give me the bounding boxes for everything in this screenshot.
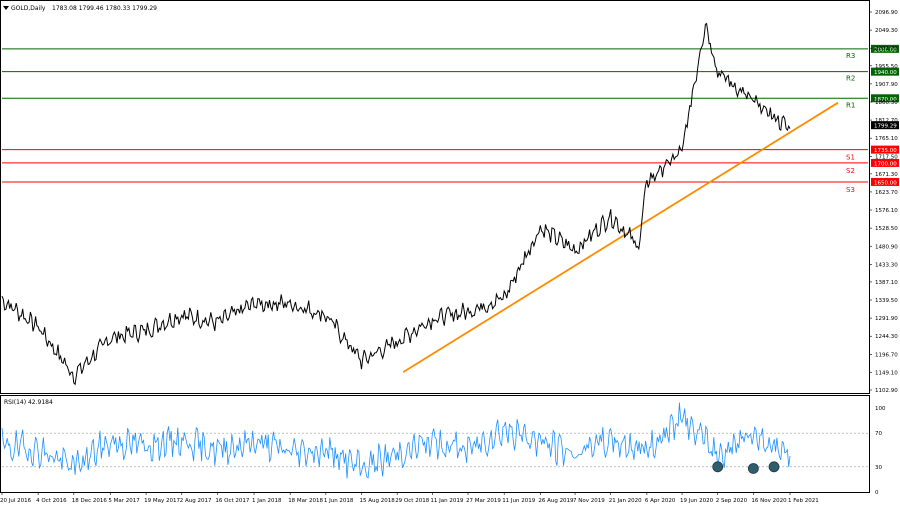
rsi-tick-label: 0	[875, 490, 879, 496]
y-tick-label: 1196.70	[875, 352, 898, 358]
x-tick-label: 6 Apr 2020	[645, 498, 676, 504]
level-label-r1: R1	[846, 101, 855, 109]
y-tick-label: 1576.10	[875, 208, 898, 214]
x-tick-label: 26 Aug 2019	[538, 498, 574, 504]
y-tick-label: 1860.30	[875, 100, 898, 106]
level-price-tag-s1: 1735.00	[874, 148, 897, 154]
level-price-tag-r3: 2000.00	[874, 47, 897, 53]
x-tick-label: 11 Jun 2019	[502, 498, 536, 504]
x-tick-label: 2 Sep 2020	[716, 498, 748, 504]
y-tick-label: 1244.30	[875, 334, 898, 340]
level-label-s2: S2	[846, 167, 855, 175]
x-tick-label: 16 Oct 2017	[215, 498, 250, 504]
level-price-tag-bg	[871, 145, 899, 154]
rsi-marker	[747, 463, 759, 474]
level-price-tag-bg	[871, 177, 899, 186]
x-tick-label: 11 Jan 2019	[430, 498, 463, 504]
y-tick-label: 1812.70	[875, 118, 898, 124]
level-label-s3: S3	[846, 186, 855, 194]
level-label-r2: R2	[846, 75, 855, 83]
level-price-tag-bg	[871, 94, 899, 103]
symbol-label: GOLD,Daily	[11, 5, 46, 12]
y-tick-label: 1623.70	[875, 190, 898, 196]
y-tick-label: 1291.90	[875, 316, 898, 322]
y-tick-label: 2096.90	[875, 10, 898, 16]
x-tick-label: 20 Jul 2016	[0, 498, 32, 504]
rsi-tick-label: 70	[875, 431, 882, 437]
x-tick-label: 4 Oct 2016	[36, 498, 67, 504]
y-tick-label: 1907.90	[875, 82, 898, 88]
level-label-s1: S1	[846, 154, 855, 162]
level-price-tag-bg	[871, 67, 899, 76]
trendline	[402, 101, 839, 373]
y-tick-label: 1717.50	[875, 154, 898, 160]
x-tick-label: 18 Dec 2016	[72, 498, 108, 504]
rsi-label: RSI(14) 42.9184	[4, 399, 53, 406]
rsi-panel-frame	[0, 395, 870, 493]
level-price-tag-bg	[871, 158, 899, 167]
x-tick-label: 19 Jun 2020	[680, 498, 714, 504]
x-tick-label: 15 Aug 2018	[360, 498, 396, 504]
x-tick-label: 29 Oct 2018	[395, 498, 430, 504]
x-tick-label: 1 Jan 2018	[252, 498, 282, 504]
x-tick-label: 1 Feb 2021	[788, 498, 819, 504]
rsi-marker	[712, 461, 724, 473]
x-tick-label: 2 Aug 2017	[180, 498, 212, 504]
x-tick-label: 7 Nov 2019	[573, 498, 605, 504]
y-tick-label: 1528.50	[875, 226, 898, 232]
y-tick-label: 2049.30	[875, 28, 898, 34]
y-tick-label: 1149.10	[875, 370, 898, 376]
rsi-tick-label: 30	[875, 465, 882, 471]
symbol-dropdown-icon[interactable]	[3, 6, 9, 10]
level-price-tag-r2: 1940.00	[874, 70, 897, 76]
x-tick-label: 19 May 2017	[144, 498, 180, 504]
price-panel-frame	[0, 0, 870, 394]
y-tick-label: 1339.50	[875, 298, 898, 304]
current-price-tag-bg	[871, 121, 899, 130]
x-tick-label: 1 Jun 2018	[324, 498, 354, 504]
current-price-tag: 1799.29	[874, 124, 897, 130]
y-tick-label: 1955.50	[875, 64, 898, 70]
price-line	[1, 22, 791, 386]
x-tick-label: 21 Jan 2020	[609, 498, 642, 504]
x-tick-label: 16 Nov 2020	[751, 498, 787, 504]
level-price-tag-s3: 1650.00	[874, 180, 897, 186]
y-tick-label: 1102.90	[875, 388, 898, 394]
x-tick-label: 5 Mar 2017	[108, 498, 140, 504]
y-tick-label: 1433.30	[875, 262, 898, 268]
level-label-r3: R3	[846, 52, 855, 60]
level-price-tag-s2: 1700.00	[874, 161, 897, 167]
x-tick-label: 27 Mar 2019	[466, 498, 501, 504]
level-price-tag-bg	[871, 44, 899, 53]
rsi-tick-label: 100	[875, 406, 886, 412]
y-tick-label: 1387.10	[875, 280, 898, 286]
y-tick-label: 1480.90	[875, 244, 898, 250]
rsi-line	[1, 402, 791, 479]
y-tick-label: 2001.70	[875, 46, 898, 52]
ohlc-label: 1783.08 1799.46 1780.33 1799.29	[52, 5, 157, 12]
x-tick-label: 18 Mar 2018	[288, 498, 323, 504]
y-tick-label: 1765.10	[875, 136, 898, 142]
rsi-marker	[768, 461, 780, 473]
level-price-tag-r1: 1870.00	[874, 97, 897, 103]
y-tick-label: 1671.30	[875, 172, 898, 178]
